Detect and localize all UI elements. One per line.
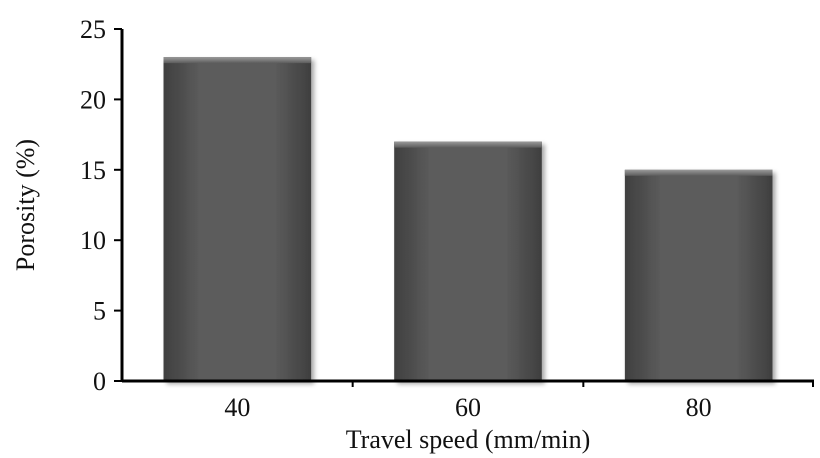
x-axis-ticks: 40 60 80 (224, 381, 814, 422)
bar-top-bevel (394, 141, 542, 148)
x-axis-title: Travel speed (mm/min) (346, 425, 591, 454)
y-axis-title: Porosity (%) (11, 139, 40, 271)
y-axis-ticks: 0 5 10 15 20 25 (80, 15, 122, 396)
y-tick-label: 20 (80, 85, 106, 114)
y-tick-label: 5 (93, 297, 106, 326)
bar (394, 141, 542, 381)
bars-group (163, 57, 773, 381)
y-tick-label: 25 (80, 15, 106, 44)
y-tick-label: 0 (93, 367, 106, 396)
bar (163, 57, 312, 381)
bar-body (624, 169, 773, 381)
bar-top-bevel (163, 57, 312, 64)
x-tick-label: 80 (686, 393, 712, 422)
x-tick-label: 60 (455, 393, 481, 422)
x-tick-label: 40 (224, 393, 250, 422)
bar (624, 169, 773, 381)
y-tick-label: 10 (80, 226, 106, 255)
y-tick-label: 15 (80, 156, 106, 185)
bar-top-bevel (624, 169, 773, 176)
bar-body (394, 141, 542, 381)
bar-body (163, 57, 312, 381)
